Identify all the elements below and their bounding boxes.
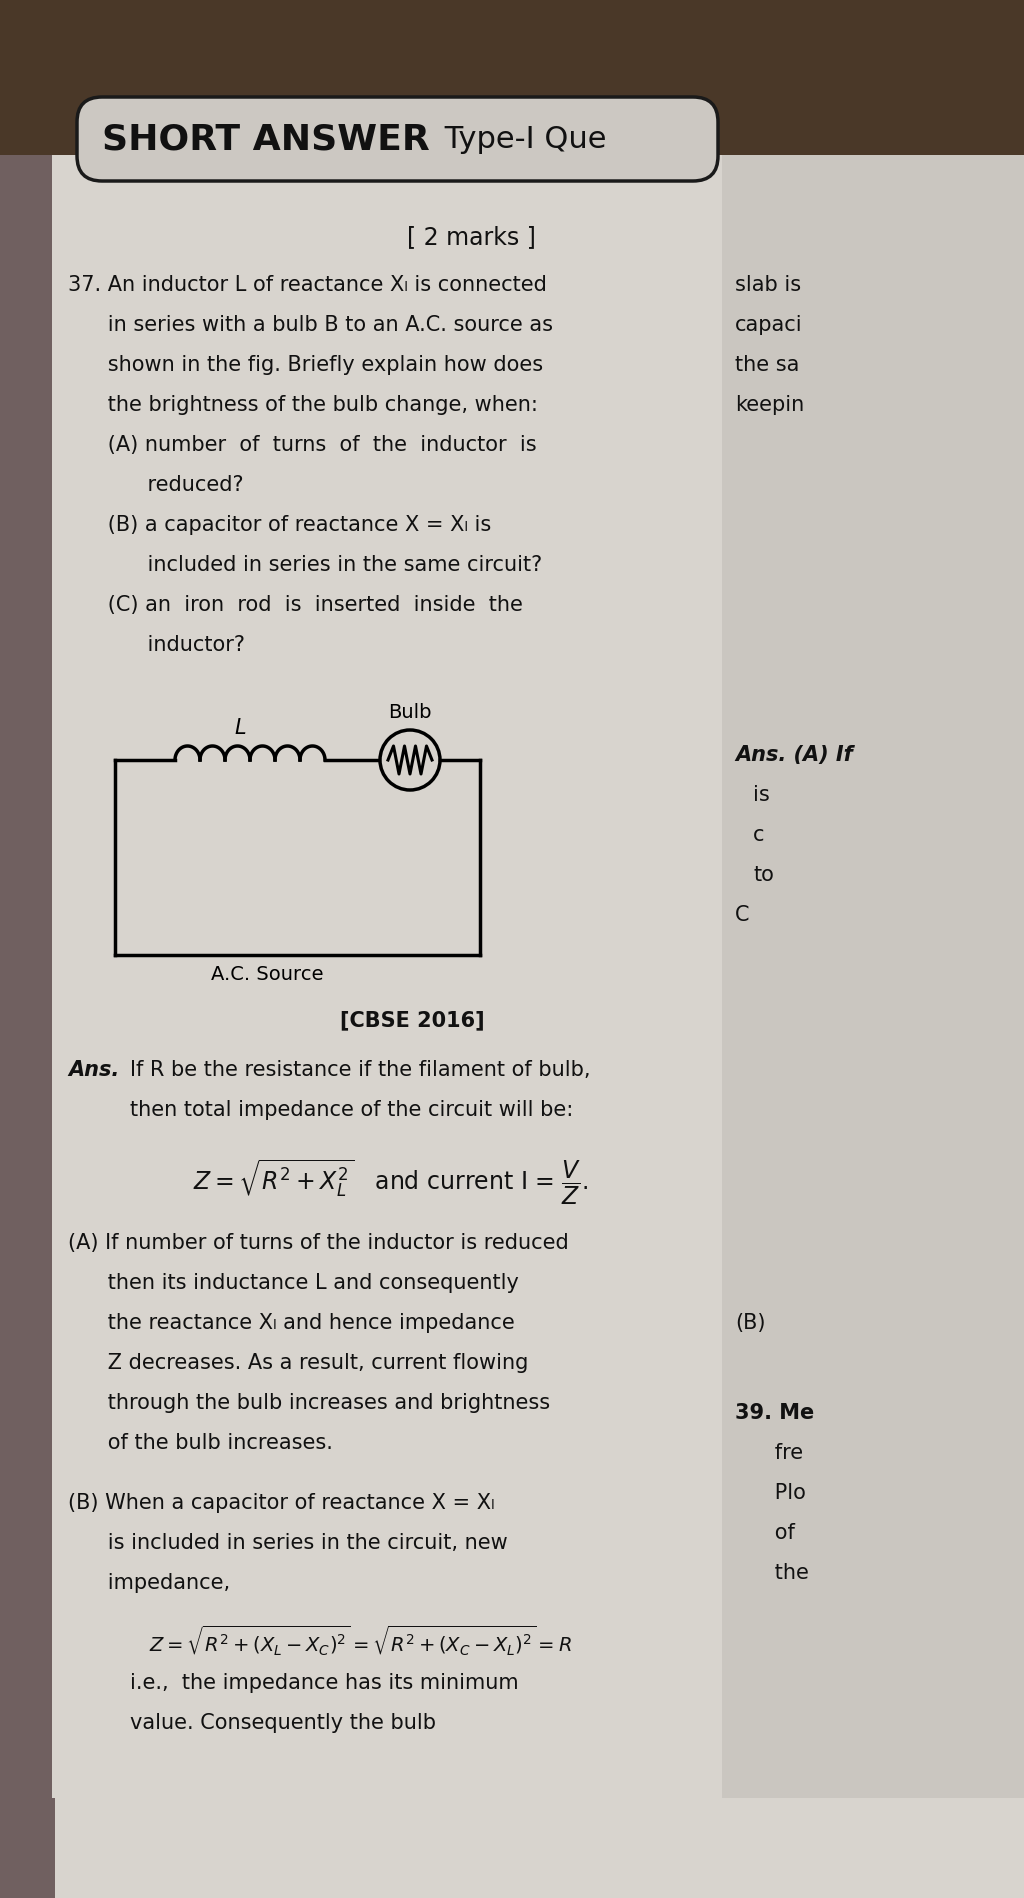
Text: the brightness of the bulb change, when:: the brightness of the bulb change, when: xyxy=(68,395,538,416)
Bar xyxy=(0,156,55,1898)
Text: slab is: slab is xyxy=(735,275,801,294)
Text: through the bulb increases and brightness: through the bulb increases and brightnes… xyxy=(68,1393,550,1412)
Text: Z decreases. As a result, current flowing: Z decreases. As a result, current flowin… xyxy=(68,1353,528,1372)
Text: fre: fre xyxy=(735,1442,803,1463)
Text: of the bulb increases.: of the bulb increases. xyxy=(68,1433,333,1454)
Text: the reactance Xₗ and hence impedance: the reactance Xₗ and hence impedance xyxy=(68,1313,515,1332)
FancyBboxPatch shape xyxy=(77,97,718,180)
Text: is included in series in the circuit, new: is included in series in the circuit, ne… xyxy=(68,1534,508,1553)
Text: value. Consequently the bulb: value. Consequently the bulb xyxy=(130,1714,436,1733)
Text: (B): (B) xyxy=(735,1313,766,1332)
Text: of: of xyxy=(735,1522,795,1543)
Text: c: c xyxy=(753,826,765,845)
Text: Ans.: Ans. xyxy=(68,1059,119,1080)
Text: (A) If number of turns of the inductor is reduced: (A) If number of turns of the inductor i… xyxy=(68,1234,568,1253)
Text: in series with a bulb B to an A.C. source as: in series with a bulb B to an A.C. sourc… xyxy=(68,315,553,336)
Text: reduced?: reduced? xyxy=(68,474,244,495)
Text: then total impedance of the circuit will be:: then total impedance of the circuit will… xyxy=(130,1101,573,1120)
Text: Plo: Plo xyxy=(735,1482,806,1503)
Text: (B) When a capacitor of reactance X⁣ = Xₗ: (B) When a capacitor of reactance X⁣ = X… xyxy=(68,1494,495,1513)
Text: i.e.,  the impedance has its minimum: i.e., the impedance has its minimum xyxy=(130,1672,518,1693)
Bar xyxy=(0,0,1024,156)
Text: the sa: the sa xyxy=(735,355,800,376)
Text: shown in the fig. Briefly explain how does: shown in the fig. Briefly explain how do… xyxy=(68,355,543,376)
Text: to: to xyxy=(753,865,774,884)
Text: A.C. Source: A.C. Source xyxy=(211,964,324,983)
Text: $Z = \sqrt{R^2 + (X_L - X_C)^2} = \sqrt{R^2 + (X_C - X_L)^2} = R$: $Z = \sqrt{R^2 + (X_L - X_C)^2} = \sqrt{… xyxy=(148,1623,571,1657)
Text: L: L xyxy=(234,717,246,738)
Text: 39. Me: 39. Me xyxy=(735,1403,814,1424)
Text: the: the xyxy=(735,1562,809,1583)
Text: [CBSE 2016]: [CBSE 2016] xyxy=(340,1010,485,1031)
Text: (C) an  iron  rod  is  inserted  inside  the: (C) an iron rod is inserted inside the xyxy=(68,594,523,615)
Text: If R be the resistance if the filament of bulb,: If R be the resistance if the filament o… xyxy=(130,1059,591,1080)
Text: is: is xyxy=(753,786,770,805)
Text: Type-I Que: Type-I Que xyxy=(435,125,606,154)
Bar xyxy=(52,156,722,1797)
Text: (B) a capacitor of reactance X⁣ = Xₗ is: (B) a capacitor of reactance X⁣ = Xₗ is xyxy=(68,514,492,535)
Text: C: C xyxy=(735,905,750,924)
Text: included in series in the same circuit?: included in series in the same circuit? xyxy=(68,554,543,575)
Text: 37. An inductor L of reactance Xₗ is connected: 37. An inductor L of reactance Xₗ is con… xyxy=(68,275,547,294)
Bar xyxy=(720,156,1024,1797)
Text: impedance,: impedance, xyxy=(68,1573,230,1592)
Text: Bulb: Bulb xyxy=(388,702,432,721)
Text: then its inductance L and consequently: then its inductance L and consequently xyxy=(68,1274,519,1293)
Text: [ 2 marks ]: [ 2 marks ] xyxy=(407,226,536,249)
Text: SHORT ANSWER: SHORT ANSWER xyxy=(102,121,430,156)
Text: Ans. (A) If: Ans. (A) If xyxy=(735,746,853,765)
Text: capaci: capaci xyxy=(735,315,803,336)
Text: $Z = \sqrt{R^2 + X_L^2}$   and current I = $\dfrac{V}{Z}$.: $Z = \sqrt{R^2 + X_L^2}$ and current I =… xyxy=(193,1158,588,1207)
Text: (A) number  of  turns  of  the  inductor  is: (A) number of turns of the inductor is xyxy=(68,435,537,456)
Text: inductor?: inductor? xyxy=(68,636,245,655)
Text: keepin: keepin xyxy=(735,395,804,416)
